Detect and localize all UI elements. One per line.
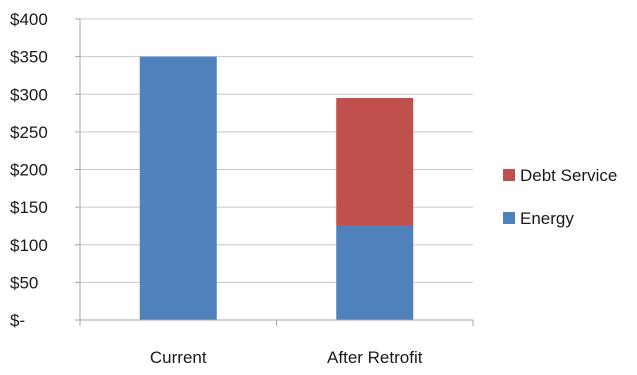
- y-tick-label-50: $50: [10, 273, 38, 292]
- y-tick-label-200: $200: [10, 161, 48, 180]
- x-tick-label-after-retrofit: After Retrofit: [327, 348, 423, 367]
- y-tick-label-350: $350: [10, 48, 48, 67]
- legend-label-debt-service: Debt Service: [520, 166, 617, 185]
- legend-swatch-energy: [503, 212, 515, 224]
- bar-debt-service-after-retrofit: [336, 98, 414, 226]
- legend: Debt Service Energy: [503, 166, 617, 228]
- gridlines: [80, 18, 473, 283]
- y-tick-label-300: $300: [10, 85, 48, 104]
- legend-label-energy: Energy: [520, 209, 574, 228]
- x-tick-label-current: Current: [150, 348, 207, 367]
- y-tick-label-400: $400: [10, 10, 48, 29]
- y-tick-label-150: $150: [10, 198, 48, 217]
- axes: [75, 18, 474, 326]
- y-tick-label-0: $-: [10, 311, 25, 330]
- bar-energy-after-retrofit: [336, 225, 414, 320]
- y-tick-label-100: $100: [10, 236, 48, 255]
- bar-energy-current: [139, 56, 217, 320]
- bars: [139, 56, 414, 320]
- y-tick-label-250: $250: [10, 123, 48, 142]
- legend-swatch-debt-service: [503, 169, 515, 181]
- x-axis-ticks: Current After Retrofit: [150, 348, 423, 367]
- y-axis-ticks: $- $50 $100 $150 $200 $250 $300 $350 $400: [10, 10, 48, 330]
